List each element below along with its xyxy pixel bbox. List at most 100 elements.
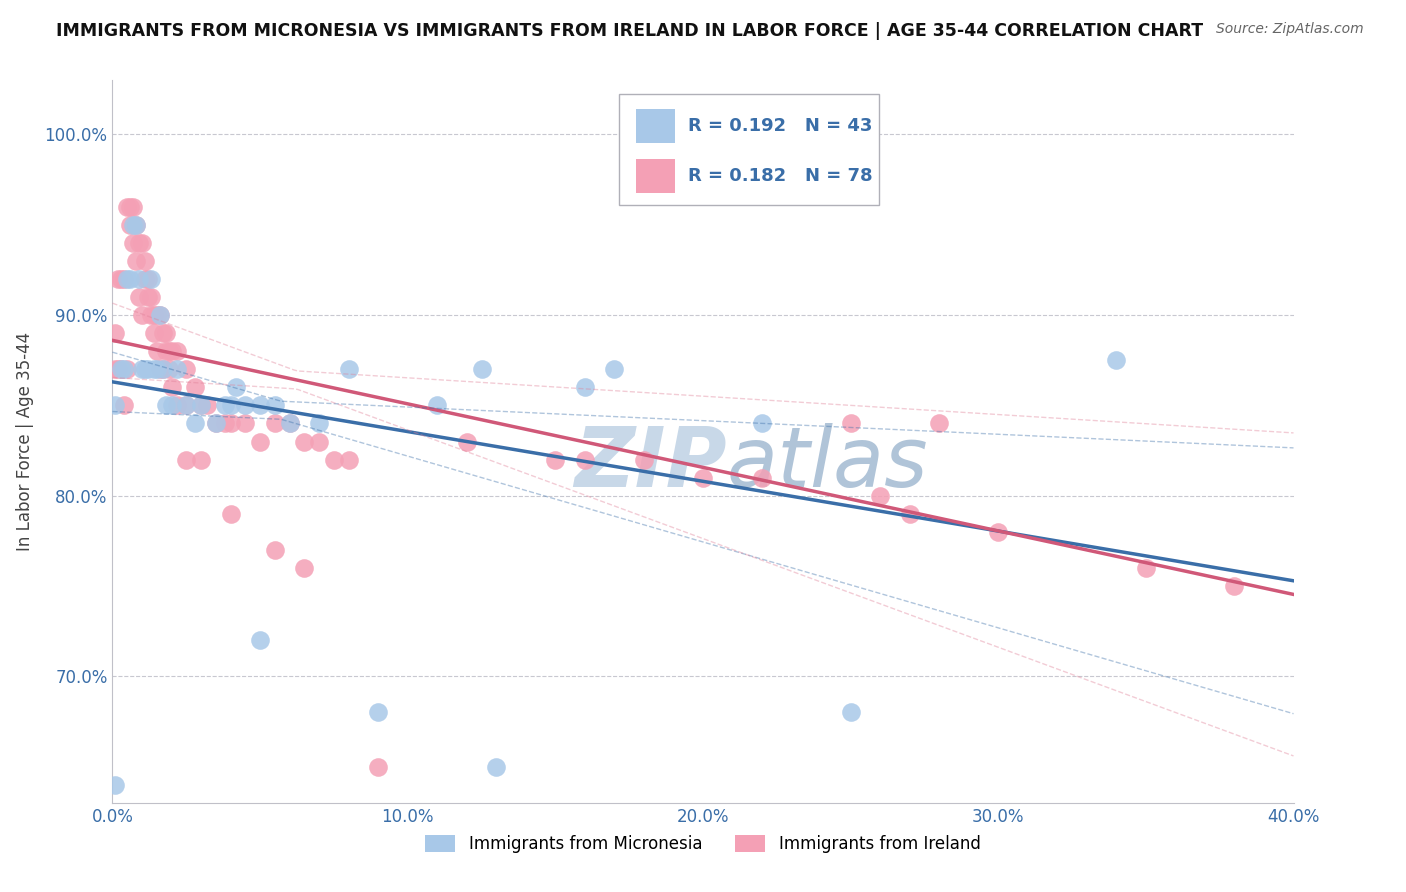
- Point: [869, 489, 891, 503]
- Point: [219, 417, 242, 431]
- Text: IMMIGRANTS FROM MICRONESIA VS IMMIGRANTS FROM IRELAND IN LABOR FORCE | AGE 35-44: IMMIGRANTS FROM MICRONESIA VS IMMIGRANTS…: [56, 22, 1204, 40]
- Point: [136, 272, 159, 286]
- Point: [142, 308, 165, 322]
- Point: [134, 253, 156, 268]
- Point: [174, 362, 197, 376]
- Point: [122, 218, 145, 232]
- Point: [898, 507, 921, 521]
- Point: [426, 398, 449, 412]
- Point: [633, 452, 655, 467]
- Point: [160, 398, 183, 412]
- Legend: Immigrants from Micronesia, Immigrants from Ireland: Immigrants from Micronesia, Immigrants f…: [419, 828, 987, 860]
- Point: [249, 434, 271, 449]
- Point: [278, 417, 301, 431]
- Point: [117, 200, 138, 214]
- Point: [166, 362, 188, 376]
- Text: atlas: atlas: [727, 423, 928, 504]
- Point: [214, 398, 236, 412]
- Point: [136, 362, 159, 376]
- Point: [125, 218, 148, 232]
- Point: [146, 344, 169, 359]
- Text: ZIP: ZIP: [574, 423, 727, 504]
- Point: [134, 362, 156, 376]
- Point: [117, 362, 138, 376]
- Point: [603, 362, 626, 376]
- Point: [249, 398, 271, 412]
- Point: [751, 181, 773, 195]
- Point: [367, 759, 389, 773]
- Point: [152, 326, 174, 340]
- Point: [1135, 561, 1157, 575]
- Point: [278, 417, 301, 431]
- Point: [367, 706, 389, 720]
- Point: [152, 362, 174, 376]
- Point: [987, 524, 1010, 539]
- Point: [337, 452, 360, 467]
- Point: [233, 398, 256, 412]
- Point: [456, 434, 478, 449]
- Point: [112, 398, 135, 412]
- Point: [139, 272, 162, 286]
- Point: [1105, 353, 1128, 368]
- Point: [142, 326, 165, 340]
- Point: [146, 362, 169, 376]
- Point: [190, 398, 212, 412]
- Point: [122, 235, 145, 250]
- Point: [128, 272, 150, 286]
- Point: [751, 417, 773, 431]
- Point: [205, 417, 228, 431]
- Point: [117, 272, 138, 286]
- Point: [122, 200, 145, 214]
- Point: [544, 452, 567, 467]
- Point: [174, 398, 197, 412]
- Point: [125, 253, 148, 268]
- Point: [112, 362, 135, 376]
- Point: [149, 362, 172, 376]
- Point: [107, 362, 129, 376]
- Point: [149, 308, 172, 322]
- Point: [219, 507, 242, 521]
- Point: [225, 380, 247, 394]
- Point: [928, 417, 950, 431]
- Point: [264, 417, 287, 431]
- Point: [155, 398, 177, 412]
- Point: [142, 362, 165, 376]
- Point: [146, 308, 169, 322]
- Point: [839, 417, 862, 431]
- Point: [134, 272, 156, 286]
- Point: [131, 362, 153, 376]
- Point: [166, 398, 188, 412]
- Point: [136, 290, 159, 304]
- Point: [120, 200, 142, 214]
- Point: [174, 398, 197, 412]
- Point: [292, 561, 315, 575]
- Point: [110, 362, 132, 376]
- Point: [574, 452, 596, 467]
- Point: [214, 417, 236, 431]
- Point: [155, 326, 177, 340]
- Point: [249, 633, 271, 648]
- Point: [692, 470, 714, 484]
- Point: [166, 344, 188, 359]
- Point: [104, 398, 127, 412]
- Point: [128, 290, 150, 304]
- Point: [120, 272, 142, 286]
- Point: [219, 398, 242, 412]
- Point: [264, 398, 287, 412]
- Point: [139, 308, 162, 322]
- Point: [308, 417, 330, 431]
- Point: [112, 272, 135, 286]
- Point: [131, 235, 153, 250]
- Point: [174, 452, 197, 467]
- Point: [110, 272, 132, 286]
- Point: [104, 778, 127, 792]
- Point: [160, 380, 183, 394]
- Y-axis label: In Labor Force | Age 35-44: In Labor Force | Age 35-44: [15, 332, 34, 551]
- Point: [323, 452, 346, 467]
- Point: [160, 344, 183, 359]
- Point: [574, 380, 596, 394]
- Point: [152, 362, 174, 376]
- Point: [155, 344, 177, 359]
- Point: [139, 290, 162, 304]
- Point: [125, 218, 148, 232]
